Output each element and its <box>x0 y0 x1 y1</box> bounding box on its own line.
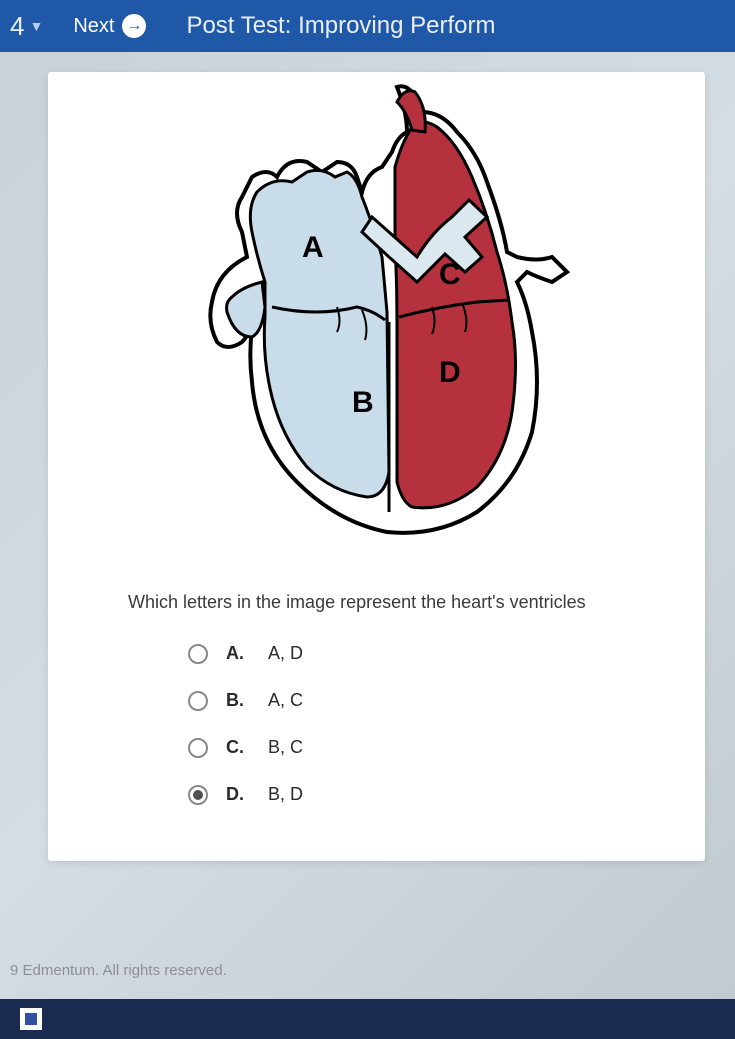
answer-option-c[interactable]: C. B, C <box>188 737 705 758</box>
answer-option-b[interactable]: B. A, C <box>188 690 705 711</box>
option-text: A, C <box>268 690 303 711</box>
option-text: B, D <box>268 784 303 805</box>
option-letter: D. <box>226 784 256 805</box>
option-text: B, C <box>268 737 303 758</box>
footer-copyright: 9 Edmentum. All rights reserved. <box>10 962 227 979</box>
label-c: C <box>439 258 461 291</box>
diagram-container: A B C D <box>48 82 705 592</box>
answer-list: A. A, D B. A, C C. B, C D. B, D <box>48 643 705 805</box>
header-bar: 4 ▼ Next → Post Test: Improving Perform <box>0 0 735 52</box>
radio-icon-selected <box>188 785 208 805</box>
option-letter: B. <box>226 690 256 711</box>
heart-diagram: A B C D <box>157 82 597 552</box>
taskbar <box>0 999 735 1039</box>
radio-icon <box>188 691 208 711</box>
answer-option-d[interactable]: D. B, D <box>188 784 705 805</box>
page-title: Post Test: Improving Perform <box>186 12 495 40</box>
next-label: Next <box>73 15 114 38</box>
radio-icon <box>188 738 208 758</box>
option-text: A, D <box>268 643 303 664</box>
nav-number: 4 <box>10 11 24 42</box>
chevron-down-icon[interactable]: ▼ <box>29 18 43 34</box>
label-a: A <box>302 231 324 264</box>
label-d: D <box>439 356 461 389</box>
option-letter: C. <box>226 737 256 758</box>
taskbar-app-icon[interactable] <box>20 1008 42 1030</box>
option-letter: A. <box>226 643 256 664</box>
label-b: B <box>352 386 374 419</box>
question-card: A B C D Which letters in the image repre… <box>48 72 705 861</box>
arrow-right-icon: → <box>122 14 146 38</box>
question-text: Which letters in the image represent the… <box>48 592 705 643</box>
answer-option-a[interactable]: A. A, D <box>188 643 705 664</box>
next-button[interactable]: Next → <box>73 14 146 38</box>
radio-icon <box>188 644 208 664</box>
